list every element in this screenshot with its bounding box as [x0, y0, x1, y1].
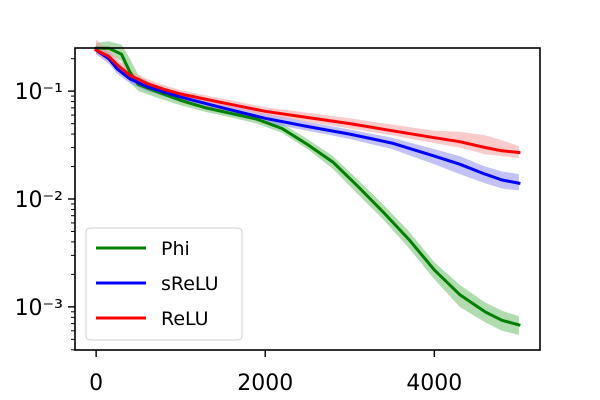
y-tick-label: 10⁻¹: [15, 80, 63, 105]
legend-label-srelu: sReLU: [161, 273, 218, 295]
x-tick-label: 2000: [237, 371, 293, 396]
line-relu: [94, 48, 521, 155]
x-tick-label: 4000: [406, 371, 462, 396]
y-tick-label: 10⁻²: [15, 188, 63, 213]
legend: Phi sReLU ReLU: [85, 227, 243, 341]
x-tick-label: 0: [89, 371, 103, 396]
legend-box: [85, 227, 243, 341]
y-tick-label: 10⁻³: [15, 296, 63, 321]
band-srelu: [96, 44, 519, 191]
band-relu: [96, 39, 519, 159]
legend-label-phi: Phi: [161, 238, 190, 260]
line-srelu: [94, 48, 521, 185]
x-axis: 0 2000 4000: [89, 350, 462, 396]
y-axis: 10⁻¹ 10⁻² 10⁻³: [15, 58, 75, 351]
legend-label-relu: ReLU: [161, 308, 209, 330]
series-lines: [94, 46, 521, 327]
